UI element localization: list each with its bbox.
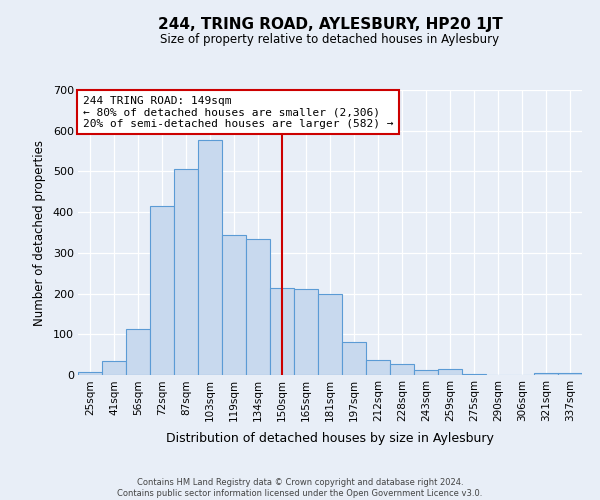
- Text: 244, TRING ROAD, AYLESBURY, HP20 1JT: 244, TRING ROAD, AYLESBURY, HP20 1JT: [158, 18, 502, 32]
- Bar: [174, 170, 198, 375]
- Bar: [270, 288, 294, 375]
- Bar: [198, 140, 222, 375]
- Bar: [414, 370, 438, 375]
- Text: 244 TRING ROAD: 149sqm
← 80% of detached houses are smaller (2,306)
20% of semi-: 244 TRING ROAD: 149sqm ← 80% of detached…: [83, 96, 394, 129]
- Y-axis label: Number of detached properties: Number of detached properties: [33, 140, 46, 326]
- Bar: [342, 342, 366, 375]
- Bar: [318, 294, 342, 375]
- Bar: [534, 372, 558, 375]
- Bar: [438, 370, 462, 375]
- Bar: [558, 372, 582, 375]
- Bar: [102, 361, 126, 375]
- Bar: [366, 360, 390, 375]
- Bar: [294, 288, 318, 375]
- Text: Size of property relative to detached houses in Aylesbury: Size of property relative to detached ho…: [160, 32, 500, 46]
- Bar: [150, 206, 174, 375]
- Bar: [390, 364, 414, 375]
- Bar: [246, 240, 270, 375]
- Bar: [78, 372, 102, 375]
- Text: Contains HM Land Registry data © Crown copyright and database right 2024.
Contai: Contains HM Land Registry data © Crown c…: [118, 478, 482, 498]
- Bar: [222, 234, 246, 375]
- X-axis label: Distribution of detached houses by size in Aylesbury: Distribution of detached houses by size …: [166, 432, 494, 446]
- Bar: [126, 330, 150, 375]
- Bar: [462, 374, 486, 375]
